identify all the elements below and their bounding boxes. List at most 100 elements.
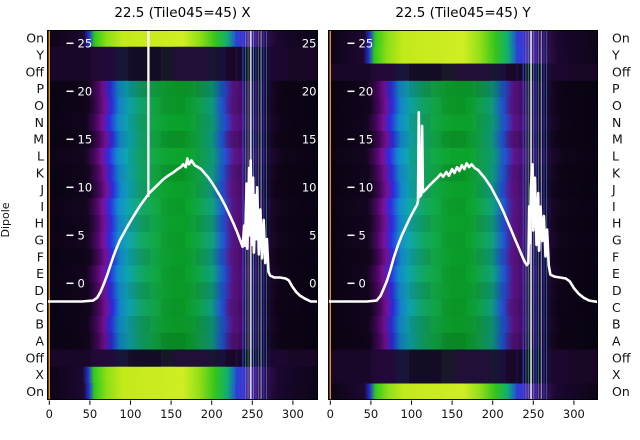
row-label-left-b-17: B xyxy=(35,317,44,332)
row-label-right-k-8: K xyxy=(612,165,621,180)
row-shade xyxy=(328,248,598,266)
row-block xyxy=(506,97,526,115)
row-label-left-off-19: Off xyxy=(26,350,45,365)
bandpass-line xyxy=(328,111,598,304)
row-label-left-on-0: On xyxy=(26,31,44,46)
row-block xyxy=(476,282,504,300)
row-label-left-x-20: X xyxy=(35,367,44,382)
heatmap-row xyxy=(329,332,597,350)
row-block xyxy=(128,215,150,233)
row-label-right-f-13: F xyxy=(612,249,619,264)
heatmap-row xyxy=(330,130,596,149)
x-tick-label: 250 xyxy=(522,407,544,421)
row-block xyxy=(409,315,431,334)
row-shade xyxy=(328,315,598,334)
inner-tick-label-left: 0 xyxy=(359,277,366,291)
row-block xyxy=(441,265,466,283)
row-block xyxy=(225,231,245,249)
dark-band-patch xyxy=(371,63,396,81)
row-label-right-e-14: E xyxy=(612,266,620,281)
x-tick-label: 200 xyxy=(201,407,223,421)
rfi-line xyxy=(549,30,551,400)
heatmap-row xyxy=(47,147,318,165)
heatmap-row xyxy=(329,97,597,115)
x-axis: 0 50 100 150 200 250 300 0 50 100 150 200 250 300 xyxy=(46,400,585,421)
panel-border xyxy=(47,30,318,400)
row-label-right-a-18: A xyxy=(612,333,621,348)
inner-tick-label-left: 20 xyxy=(359,85,374,99)
row-block xyxy=(506,332,526,350)
dark-band-patch xyxy=(225,46,253,81)
dark-band-patch xyxy=(371,349,396,384)
row-label-left-n-5: N xyxy=(35,115,44,130)
row-label-right-off-2: Off xyxy=(612,64,631,79)
row-shade xyxy=(328,282,598,300)
inner-tick-label-right: 10 xyxy=(302,181,317,195)
row-block xyxy=(225,265,245,283)
dark-band-patch xyxy=(128,46,161,81)
x-tick-label: 200 xyxy=(482,407,504,421)
row-block xyxy=(506,198,526,216)
heatmap-panel-x: 25 25 20 20 15 15 10 10 5 5 0 0 xyxy=(47,30,318,400)
row-label-left-a-18: A xyxy=(35,333,44,348)
row-label-left-i-10: I xyxy=(40,199,44,214)
row-block xyxy=(441,130,466,149)
row-label-left-d-15: D xyxy=(34,283,44,298)
row-block xyxy=(225,97,245,115)
row-label-right-i-10: I xyxy=(612,199,616,214)
y-axis-label: Dipole xyxy=(0,202,12,237)
inner-tick-label-left: 5 xyxy=(359,229,366,243)
panel-title-x: 22.5 (Tile045=45) X xyxy=(114,5,250,21)
dark-band-patch xyxy=(506,63,534,81)
row-block xyxy=(441,332,466,350)
row-label-left-p-3: P xyxy=(36,81,44,96)
row-shade xyxy=(328,215,598,232)
row-block xyxy=(441,299,466,317)
row-block xyxy=(476,80,504,98)
row-block xyxy=(409,282,431,300)
row-label-right-x-20: X xyxy=(612,367,621,382)
bandpass-line xyxy=(47,157,318,303)
row-block xyxy=(128,80,150,98)
x-tick-label: 100 xyxy=(120,407,142,421)
rfi-line xyxy=(269,30,271,400)
rfi-line xyxy=(266,30,267,400)
row-label-left-g-12: G xyxy=(34,233,44,248)
row-block xyxy=(476,315,504,334)
heatmap-panel-y: 25 20 15 10 5 0 xyxy=(328,30,598,400)
row-label-left-h-11: H xyxy=(35,216,44,231)
x-tick-label: 50 xyxy=(83,407,98,421)
row-label-left-e-14: E xyxy=(36,266,44,281)
dark-band-patch xyxy=(409,349,442,384)
heatmap-row xyxy=(49,130,316,149)
dark-band-patch xyxy=(174,349,210,367)
inner-tick-label-right: 0 xyxy=(309,277,316,291)
row-label-left-off-2: Off xyxy=(26,64,45,79)
dark-band-patch xyxy=(128,349,161,367)
x-tick-label: 0 xyxy=(327,407,334,421)
inner-tick-label-right: 25 xyxy=(302,37,317,51)
inner-tick-label-right: 15 xyxy=(302,133,317,147)
rfi-line xyxy=(546,30,548,400)
row-block xyxy=(476,215,504,233)
row-block xyxy=(128,315,150,334)
rfi-line xyxy=(236,30,238,400)
row-block xyxy=(225,164,245,182)
row-block xyxy=(128,282,150,300)
inner-tick-label-left: 15 xyxy=(359,133,374,147)
heatmap-row xyxy=(47,366,318,384)
row-block xyxy=(506,265,526,283)
row-label-left-k-8: K xyxy=(36,165,45,180)
dark-band-patch xyxy=(263,349,289,367)
row-label-left-c-16: C xyxy=(35,300,44,315)
row-block xyxy=(128,114,150,132)
row-shade xyxy=(47,315,318,334)
row-label-right-b-17: B xyxy=(612,317,621,332)
row-label-left-y-1: Y xyxy=(35,48,44,63)
x-tick-label: 300 xyxy=(282,407,304,421)
dark-band-patch xyxy=(544,63,569,81)
row-block xyxy=(409,80,431,98)
inner-tick-label-left: 15 xyxy=(78,133,93,147)
heatmap-row xyxy=(48,332,317,350)
